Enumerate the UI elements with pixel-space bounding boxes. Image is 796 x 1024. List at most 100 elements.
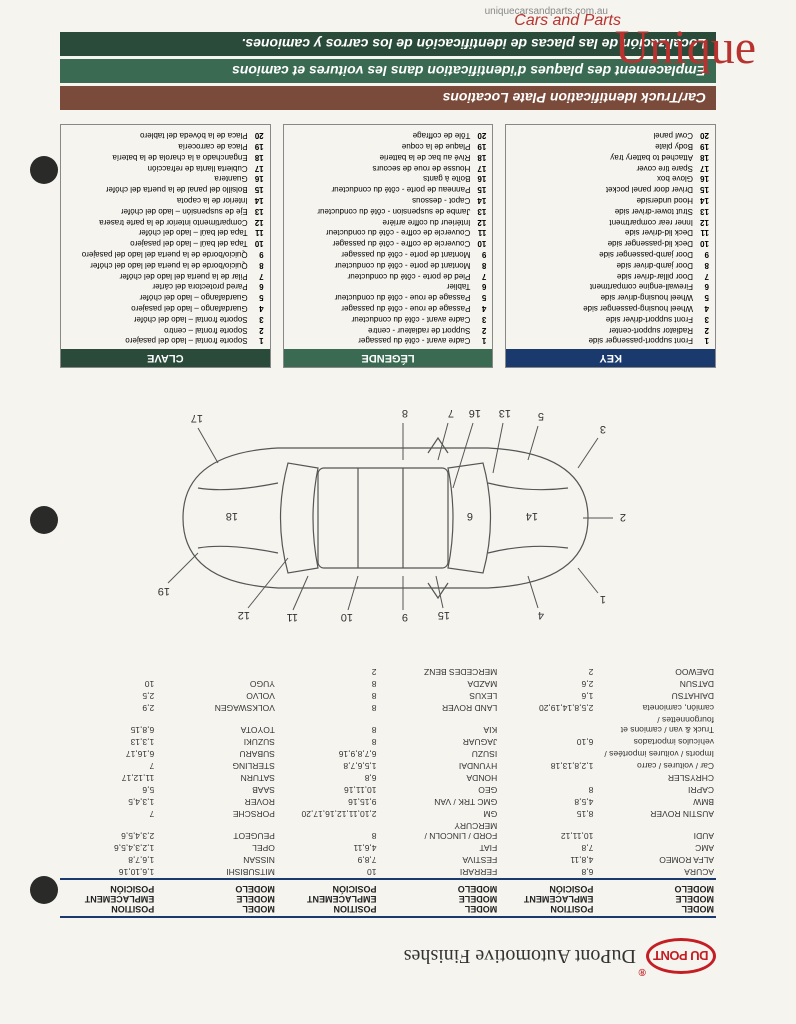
legend-item: 18Enganchado a la charola de la batería <box>67 151 264 162</box>
model-cell: FERRARI <box>379 866 500 879</box>
svg-text:17: 17 <box>191 412 203 424</box>
table-row: CHRYSLERHONDA6,8SATURN11,12,17 <box>60 772 716 784</box>
position-cell: 4,8,11 <box>499 854 595 866</box>
legend-item: 19Plaque de la coque <box>290 140 487 151</box>
model-cell: ROVER <box>156 796 277 808</box>
legend-legende: LÉGENDE 1Cadre avant - côté du passager2… <box>283 124 494 368</box>
position-cell: 1,2,3,4,5,6 <box>60 842 156 854</box>
legend-item: 5Guardafango – lado del chófer <box>67 291 264 302</box>
car-diagram: 1 2 3 4 5 6 7 8 9 10 11 12 13 14 15 16 1… <box>60 388 716 648</box>
position-cell: 8 <box>499 784 595 796</box>
legend-row: KEY 1Front support-passenger side2Radiat… <box>60 124 716 368</box>
position-cell: 1,3,13 <box>60 736 156 748</box>
legend-item: 16Glove box <box>512 173 709 184</box>
svg-text:16: 16 <box>469 407 481 419</box>
legend-item: 7Pilar de la puerta del lado del chófer <box>67 270 264 281</box>
legend-item: 3Soporte frontal – lado del chófer <box>67 313 264 324</box>
table-row: camión, camioneta2,5,8,14,19,20LAND ROVE… <box>60 702 716 714</box>
position-cell: 6,8 <box>277 772 379 784</box>
legend-item: 10Deck lid-passenger side <box>512 237 709 248</box>
svg-text:3: 3 <box>600 423 606 435</box>
model-cell: SUBARU <box>156 748 277 760</box>
th-model: MODEL MODELE MODELO <box>156 879 277 917</box>
position-cell: 2,10,11,12,16,17,20 <box>277 808 379 820</box>
position-cell: 8 <box>277 714 379 736</box>
legend-item: 7Pied de porte - côté du conducteur <box>290 270 487 281</box>
legend-item: 12Intérieur du coffre arrière <box>290 216 487 227</box>
position-cell: 8,15 <box>499 808 595 820</box>
position-cell <box>499 714 595 736</box>
model-cell: ALFA ROMEO <box>595 854 716 866</box>
position-cell: 2,5,8,14,19,20 <box>499 702 595 714</box>
position-cell: 1,6,7,8 <box>60 854 156 866</box>
legend-item: 16Boîte à gants <box>290 173 487 184</box>
legend-item: 11Tapa del baúl – lado del chófer <box>67 227 264 238</box>
model-cell: ISUZU <box>379 748 500 760</box>
svg-text:8: 8 <box>402 407 408 419</box>
position-cell: 1,6,10,16 <box>60 866 156 879</box>
table-row: Car / voitures / carro1,2,8,13,18HYUNDAI… <box>60 760 716 772</box>
legend-item: 1Front support-passenger side <box>512 335 709 346</box>
position-cell: 2,6 <box>499 678 595 690</box>
svg-text:18: 18 <box>226 510 238 522</box>
legend-item: 6Tablier <box>290 281 487 292</box>
position-cell: 11,12,17 <box>60 772 156 784</box>
diag-label: 1 <box>578 568 606 605</box>
model-cell: SAAB <box>156 784 277 796</box>
model-cell: HONDA <box>379 772 500 784</box>
model-cell: FESTIVA <box>379 854 500 866</box>
diag-label: 9 <box>402 576 408 623</box>
dupont-logo: DU PONT <box>646 938 716 974</box>
diag-label: 18 <box>226 510 238 522</box>
position-cell: 7,8,9 <box>277 854 379 866</box>
model-cell: DAEWOO <box>595 666 716 678</box>
punch-hole <box>30 876 58 904</box>
position-cell: 7,8 <box>499 842 595 854</box>
table-row: AUSTIN ROVER8,15GM2,10,11,12,16,17,20POR… <box>60 808 716 820</box>
model-cell: vehículos importados <box>595 736 716 748</box>
model-cell: OPEL <box>156 842 277 854</box>
table-row: DATSUN2,6MAZDA8YUGO10 <box>60 678 716 690</box>
model-cell: DAIHATSU <box>595 690 716 702</box>
brand-tagline: DuPont Automotive Finishes <box>404 945 636 968</box>
table-row: AMC7,8FIAT4,6,11OPEL1,2,3,4,5,6 <box>60 842 716 854</box>
diag-label: 11 <box>287 576 308 623</box>
table-row: ACURA6,8FERRARI10MITSUBISHI1,6,10,16 <box>60 866 716 879</box>
legend-title: KEY <box>506 349 715 367</box>
legend-item: 18Attached to battery tray <box>512 151 709 162</box>
svg-text:7: 7 <box>448 407 454 419</box>
legend-title: LÉGENDE <box>284 349 493 367</box>
position-cell: 6,16,17 <box>60 748 156 760</box>
legend-item: 2Radiator support-center <box>512 324 709 335</box>
legend-item: 20Tôle de coffrage <box>290 129 487 140</box>
model-cell: Car / voitures / carro <box>595 760 716 772</box>
th-position: POSITION EMPLACEMENT POSICIÓN <box>499 879 595 917</box>
table-row: DAEWOO2MERCEDES BENZ2 <box>60 666 716 678</box>
legend-item: 13Strut tower-driver side <box>512 205 709 216</box>
model-cell: YUGO <box>156 678 277 690</box>
watermark-url: uniquecarsandparts.com.au <box>485 6 608 17</box>
position-cell: 10,11,16 <box>277 784 379 796</box>
model-cell: camión, camioneta <box>595 702 716 714</box>
position-cell: 6,7,8,9,16 <box>277 748 379 760</box>
legend-item: 9Montant de porte - côté du passager <box>290 248 487 259</box>
legend-item: 9Door jamb-passenger side <box>512 248 709 259</box>
position-cell: 7 <box>60 760 156 772</box>
legend-item: 19Placa de carrocería <box>67 140 264 151</box>
svg-text:15: 15 <box>438 609 450 621</box>
svg-text:19: 19 <box>158 585 170 597</box>
table-row: Truck & van / camions et fourgonnettes /… <box>60 714 716 736</box>
model-cell: MERCEDES BENZ <box>379 666 500 678</box>
diag-label: 4 <box>528 576 544 621</box>
model-cell: KIA <box>379 714 500 736</box>
model-cell: VOLVO <box>156 690 277 702</box>
model-cell: DATSUN <box>595 678 716 690</box>
diag-label: 13 <box>493 407 511 473</box>
position-cell: 4,5,8 <box>499 796 595 808</box>
model-cell: FIAT <box>379 842 500 854</box>
position-cell: 1,5,6,7,8 <box>277 760 379 772</box>
legend-item: 15Bolsillo del panal de la puerta del ch… <box>67 183 264 194</box>
position-cell: 5,6 <box>60 784 156 796</box>
position-cell <box>499 772 595 784</box>
position-cell: 2 <box>499 666 595 678</box>
